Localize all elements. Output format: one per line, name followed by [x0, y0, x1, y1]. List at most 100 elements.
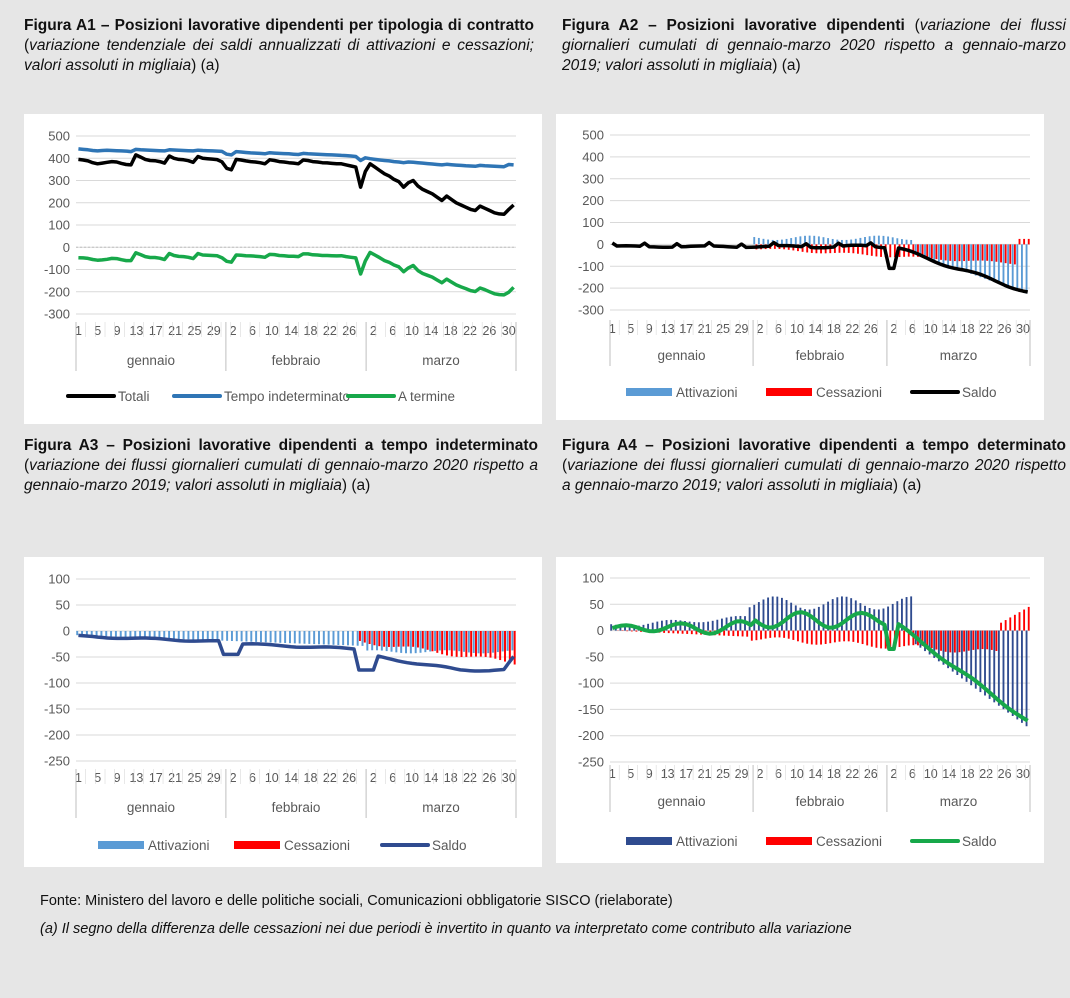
attivazioni-bar — [192, 631, 195, 640]
caption-a1-tail: (a) — [200, 57, 220, 74]
attivazioni-bar — [845, 239, 848, 245]
attivazioni-bar — [808, 235, 811, 245]
attivazioni-bar — [762, 238, 765, 245]
x-tick-label: 29 — [207, 324, 221, 338]
x-tick-label: 14 — [424, 771, 438, 785]
cessazioni-bar — [907, 630, 910, 646]
attivazioni-bar — [794, 237, 797, 245]
attivazioni-bar — [813, 235, 816, 245]
attivazioni-bar — [201, 631, 204, 640]
cessazioni-bar — [995, 630, 998, 651]
attivazioni-bar — [206, 631, 209, 641]
x-tick-label: 26 — [864, 322, 878, 336]
attivazioni-bar — [933, 244, 936, 261]
attivazioni-bar — [725, 617, 728, 631]
cessazioni-bar — [508, 631, 511, 664]
cessazioni-bar — [857, 244, 859, 254]
cessazioni-bar — [630, 630, 633, 632]
cessazioni-bar — [626, 630, 629, 632]
cessazioni-bar — [958, 244, 961, 262]
cessazioni-bar — [833, 244, 836, 253]
y-tick-label: -150 — [44, 702, 70, 717]
attivazioni-bar — [148, 631, 151, 638]
x-tick-label: 10 — [924, 767, 938, 781]
attivazioni-bar — [831, 238, 834, 245]
cessazioni-bar — [967, 630, 970, 651]
attivazioni-bar — [988, 630, 991, 699]
cessazioni-bar — [363, 631, 366, 643]
x-tick-label: 22 — [323, 324, 337, 338]
attivazioni-bar — [95, 631, 98, 636]
cessazioni-bar — [820, 630, 822, 645]
caption-a1-bold: Figura A1 – Posizioni lavorative dipende… — [24, 17, 534, 34]
attivazioni-bar — [308, 631, 311, 644]
x-tick-label: 21 — [698, 767, 712, 781]
y-tick-label: 0 — [597, 623, 604, 638]
cessazioni-bar — [926, 630, 929, 647]
attivazioni-bar — [119, 631, 122, 637]
cessazioni-bar — [986, 630, 989, 650]
attivazioni-bar — [854, 238, 857, 245]
attivazioni-bar — [318, 631, 320, 645]
attivazioni-bar — [376, 631, 378, 651]
cessazioni-bar — [672, 630, 675, 634]
legend-swatch — [766, 388, 812, 396]
attivazioni-bar — [414, 631, 417, 654]
attivazioni-bar — [841, 239, 843, 245]
attivazioni-bar — [1011, 244, 1014, 289]
cessazioni-bar — [755, 630, 758, 641]
cessazioni-bar — [958, 630, 961, 653]
legend-label: Saldo — [432, 838, 467, 853]
attivazioni-bar — [868, 608, 871, 631]
cessazioni-bar — [949, 630, 952, 653]
y-tick-label: 100 — [48, 218, 70, 233]
attivazioni-bar — [1011, 630, 1014, 716]
attivazioni-bar — [868, 236, 871, 245]
x-tick-label: 10 — [790, 322, 804, 336]
attivazioni-bar — [859, 237, 862, 245]
attivazioni-bar — [501, 631, 504, 652]
attivazioni-bar — [767, 597, 770, 631]
attivazioni-bar — [1016, 244, 1019, 291]
x-tick-label: 13 — [661, 767, 675, 781]
cessazioni-bar — [421, 631, 424, 649]
x-tick-label: 30 — [1016, 767, 1030, 781]
attivazioni-bar — [610, 624, 613, 631]
cessazioni-bar — [930, 630, 933, 649]
legend-label: Totali — [118, 389, 150, 404]
legend-label: Attivazioni — [676, 385, 738, 400]
saldo-line — [78, 633, 515, 673]
attivazioni-bar — [924, 244, 926, 258]
x-tick-label: 10 — [924, 322, 938, 336]
attivazioni-bar — [342, 631, 345, 646]
cessazioni-bar — [407, 631, 410, 647]
x-tick-label: 30 — [1016, 322, 1030, 336]
attivazioni-bar — [221, 631, 224, 641]
attivazioni-bar — [988, 244, 991, 281]
attivazioni-bar — [380, 631, 383, 651]
x-tick-label: 10 — [265, 324, 279, 338]
legend-swatch — [234, 841, 280, 849]
attivazioni-bar — [979, 630, 982, 693]
cessazioni-bar — [940, 630, 942, 651]
attivazioni-bar — [187, 631, 190, 640]
x-tick-label: 29 — [735, 767, 749, 781]
legend-swatch — [98, 841, 144, 849]
attivazioni-bar — [429, 631, 432, 652]
attivazioni-bar — [448, 631, 451, 651]
attivazioni-bar — [288, 631, 291, 644]
attivazioni-bar — [472, 631, 475, 653]
attivazioni-bar — [808, 609, 811, 631]
attivazioni-bar — [371, 631, 374, 651]
caption-a3: Figura A3 – Posizioni lavorative dipende… — [24, 437, 538, 494]
x-tick-label: 18 — [961, 767, 975, 781]
cessazioni-bar — [787, 630, 790, 639]
attivazioni-bar — [651, 622, 654, 631]
cessazioni-bar — [967, 244, 970, 261]
legend-label: Attivazioni — [676, 834, 738, 849]
cessazioni-bar — [838, 244, 841, 253]
x-tick-label: 30 — [502, 771, 516, 785]
cessazioni-bar — [990, 244, 993, 262]
x-tick-label: 18 — [304, 771, 318, 785]
